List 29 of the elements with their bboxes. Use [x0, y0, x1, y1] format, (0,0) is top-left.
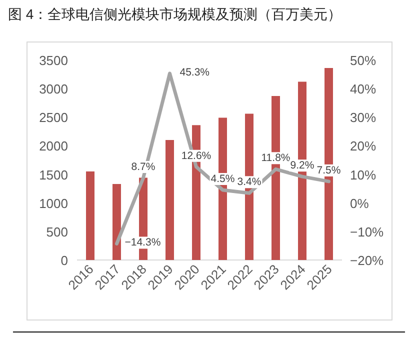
y2-tick-label: 0% — [350, 196, 370, 211]
y-tick-label: 2500 — [39, 110, 68, 126]
data-label: 11.8% — [261, 152, 290, 164]
y-tick-label: 2000 — [39, 138, 68, 154]
data-label: 7.5% — [316, 164, 341, 176]
y-tick-label: 1500 — [39, 167, 68, 182]
y2-tick-label: 20% — [350, 138, 376, 154]
y2-tick-label: 50% — [350, 53, 376, 68]
title: 图 4：全球电信侧光模块市场规模及预测（百万美元） — [8, 6, 342, 22]
y2-tick-label: −20% — [350, 253, 384, 268]
y2-tick-label: 40% — [350, 82, 376, 97]
data-label: 9.2% — [290, 160, 314, 172]
bar — [112, 184, 121, 260]
data-label: −14.3% — [124, 236, 161, 249]
y2-tick-label: 10% — [350, 167, 376, 182]
data-label: 12.6% — [181, 150, 212, 162]
y-tick-label: 1000 — [39, 196, 68, 211]
data-label: 45.3% — [180, 66, 210, 78]
y-tick-label: 0 — [60, 253, 68, 268]
data-label: 3.4% — [237, 176, 262, 188]
bar — [166, 140, 174, 260]
y2-tick-label: 30% — [350, 110, 376, 126]
y2-tick-label: −10% — [350, 224, 384, 240]
y-tick-label: 3000 — [39, 82, 68, 97]
y-tick-label: 3500 — [39, 53, 68, 68]
data-label: 8.7% — [131, 161, 156, 173]
bar — [86, 171, 94, 260]
y-tick-label: 500 — [46, 224, 68, 240]
data-label: 4.5% — [210, 173, 235, 185]
